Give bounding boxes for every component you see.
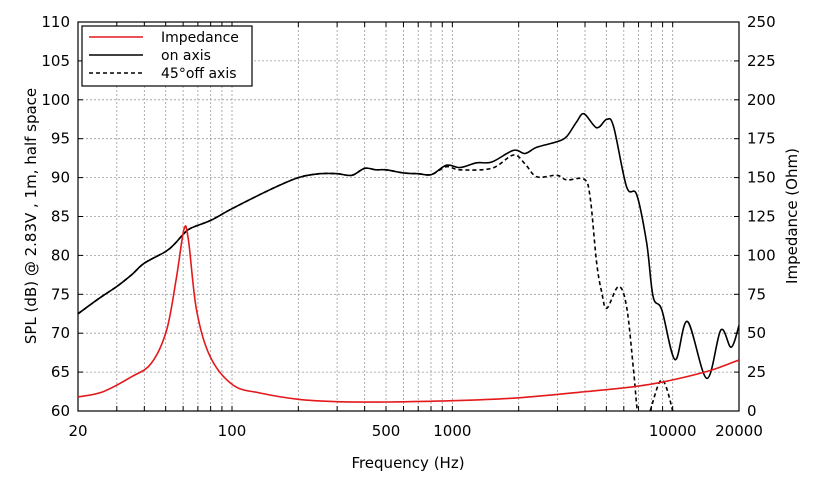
legend-label-off-axis: 45°off axis	[161, 66, 237, 82]
x-tick-label: 100	[218, 422, 247, 440]
y2-tick-label: 25	[747, 363, 766, 381]
legend-label-impedance: Impedance	[161, 30, 239, 46]
y-tick-label: 110	[41, 13, 70, 31]
y-tick-label: 70	[51, 324, 70, 342]
legend-label-on-axis: on axis	[161, 48, 211, 64]
y-tick-label: 100	[41, 91, 70, 109]
series-group	[78, 112, 739, 411]
y-tick-label: 60	[51, 402, 70, 420]
y-tick-label: 105	[41, 52, 70, 70]
y-tick-label: 65	[51, 363, 70, 381]
x-tick-label: 1000	[433, 422, 471, 440]
y2-axis-label: Impedance (Ohm)	[783, 148, 801, 284]
legend: Impedance on axis 45°off axis	[81, 25, 253, 87]
y2-tick-label: 250	[747, 13, 776, 31]
x-tick-label: 20	[68, 422, 87, 440]
x-axis-label: Frequency (Hz)	[351, 454, 464, 472]
x-tick-label: 500	[372, 422, 401, 440]
y2-tick-label: 125	[747, 208, 776, 226]
y2-tick-label: 100	[747, 246, 776, 264]
y2-tick-label: 0	[747, 402, 757, 420]
series-line-impedance	[78, 225, 739, 403]
ticks: 60 65 70 75 80 85 90 95 100 105 110 0 25 50 75 100 125 15…	[41, 13, 775, 440]
y2-tick-label: 225	[747, 52, 776, 70]
grid	[77, 21, 740, 412]
y-tick-label: 75	[51, 285, 70, 303]
y2-tick-label: 150	[747, 169, 776, 187]
y-tick-label: 80	[51, 246, 70, 264]
y-axis-label: SPL (dB) @ 2.83V , 1m, half space	[22, 88, 40, 344]
x-tick-label: 10000	[649, 422, 697, 440]
y-tick-label: 85	[51, 208, 70, 226]
y-tick-label: 95	[51, 130, 70, 148]
y2-tick-label: 75	[747, 285, 766, 303]
x-tick-label: 20000	[715, 422, 763, 440]
y2-tick-label: 200	[747, 91, 776, 109]
legend-box	[81, 25, 253, 87]
series-line-on-axis	[78, 112, 739, 380]
y-tick-label: 90	[51, 169, 70, 187]
y2-tick-label: 175	[747, 130, 776, 148]
y2-tick-label: 50	[747, 324, 766, 342]
